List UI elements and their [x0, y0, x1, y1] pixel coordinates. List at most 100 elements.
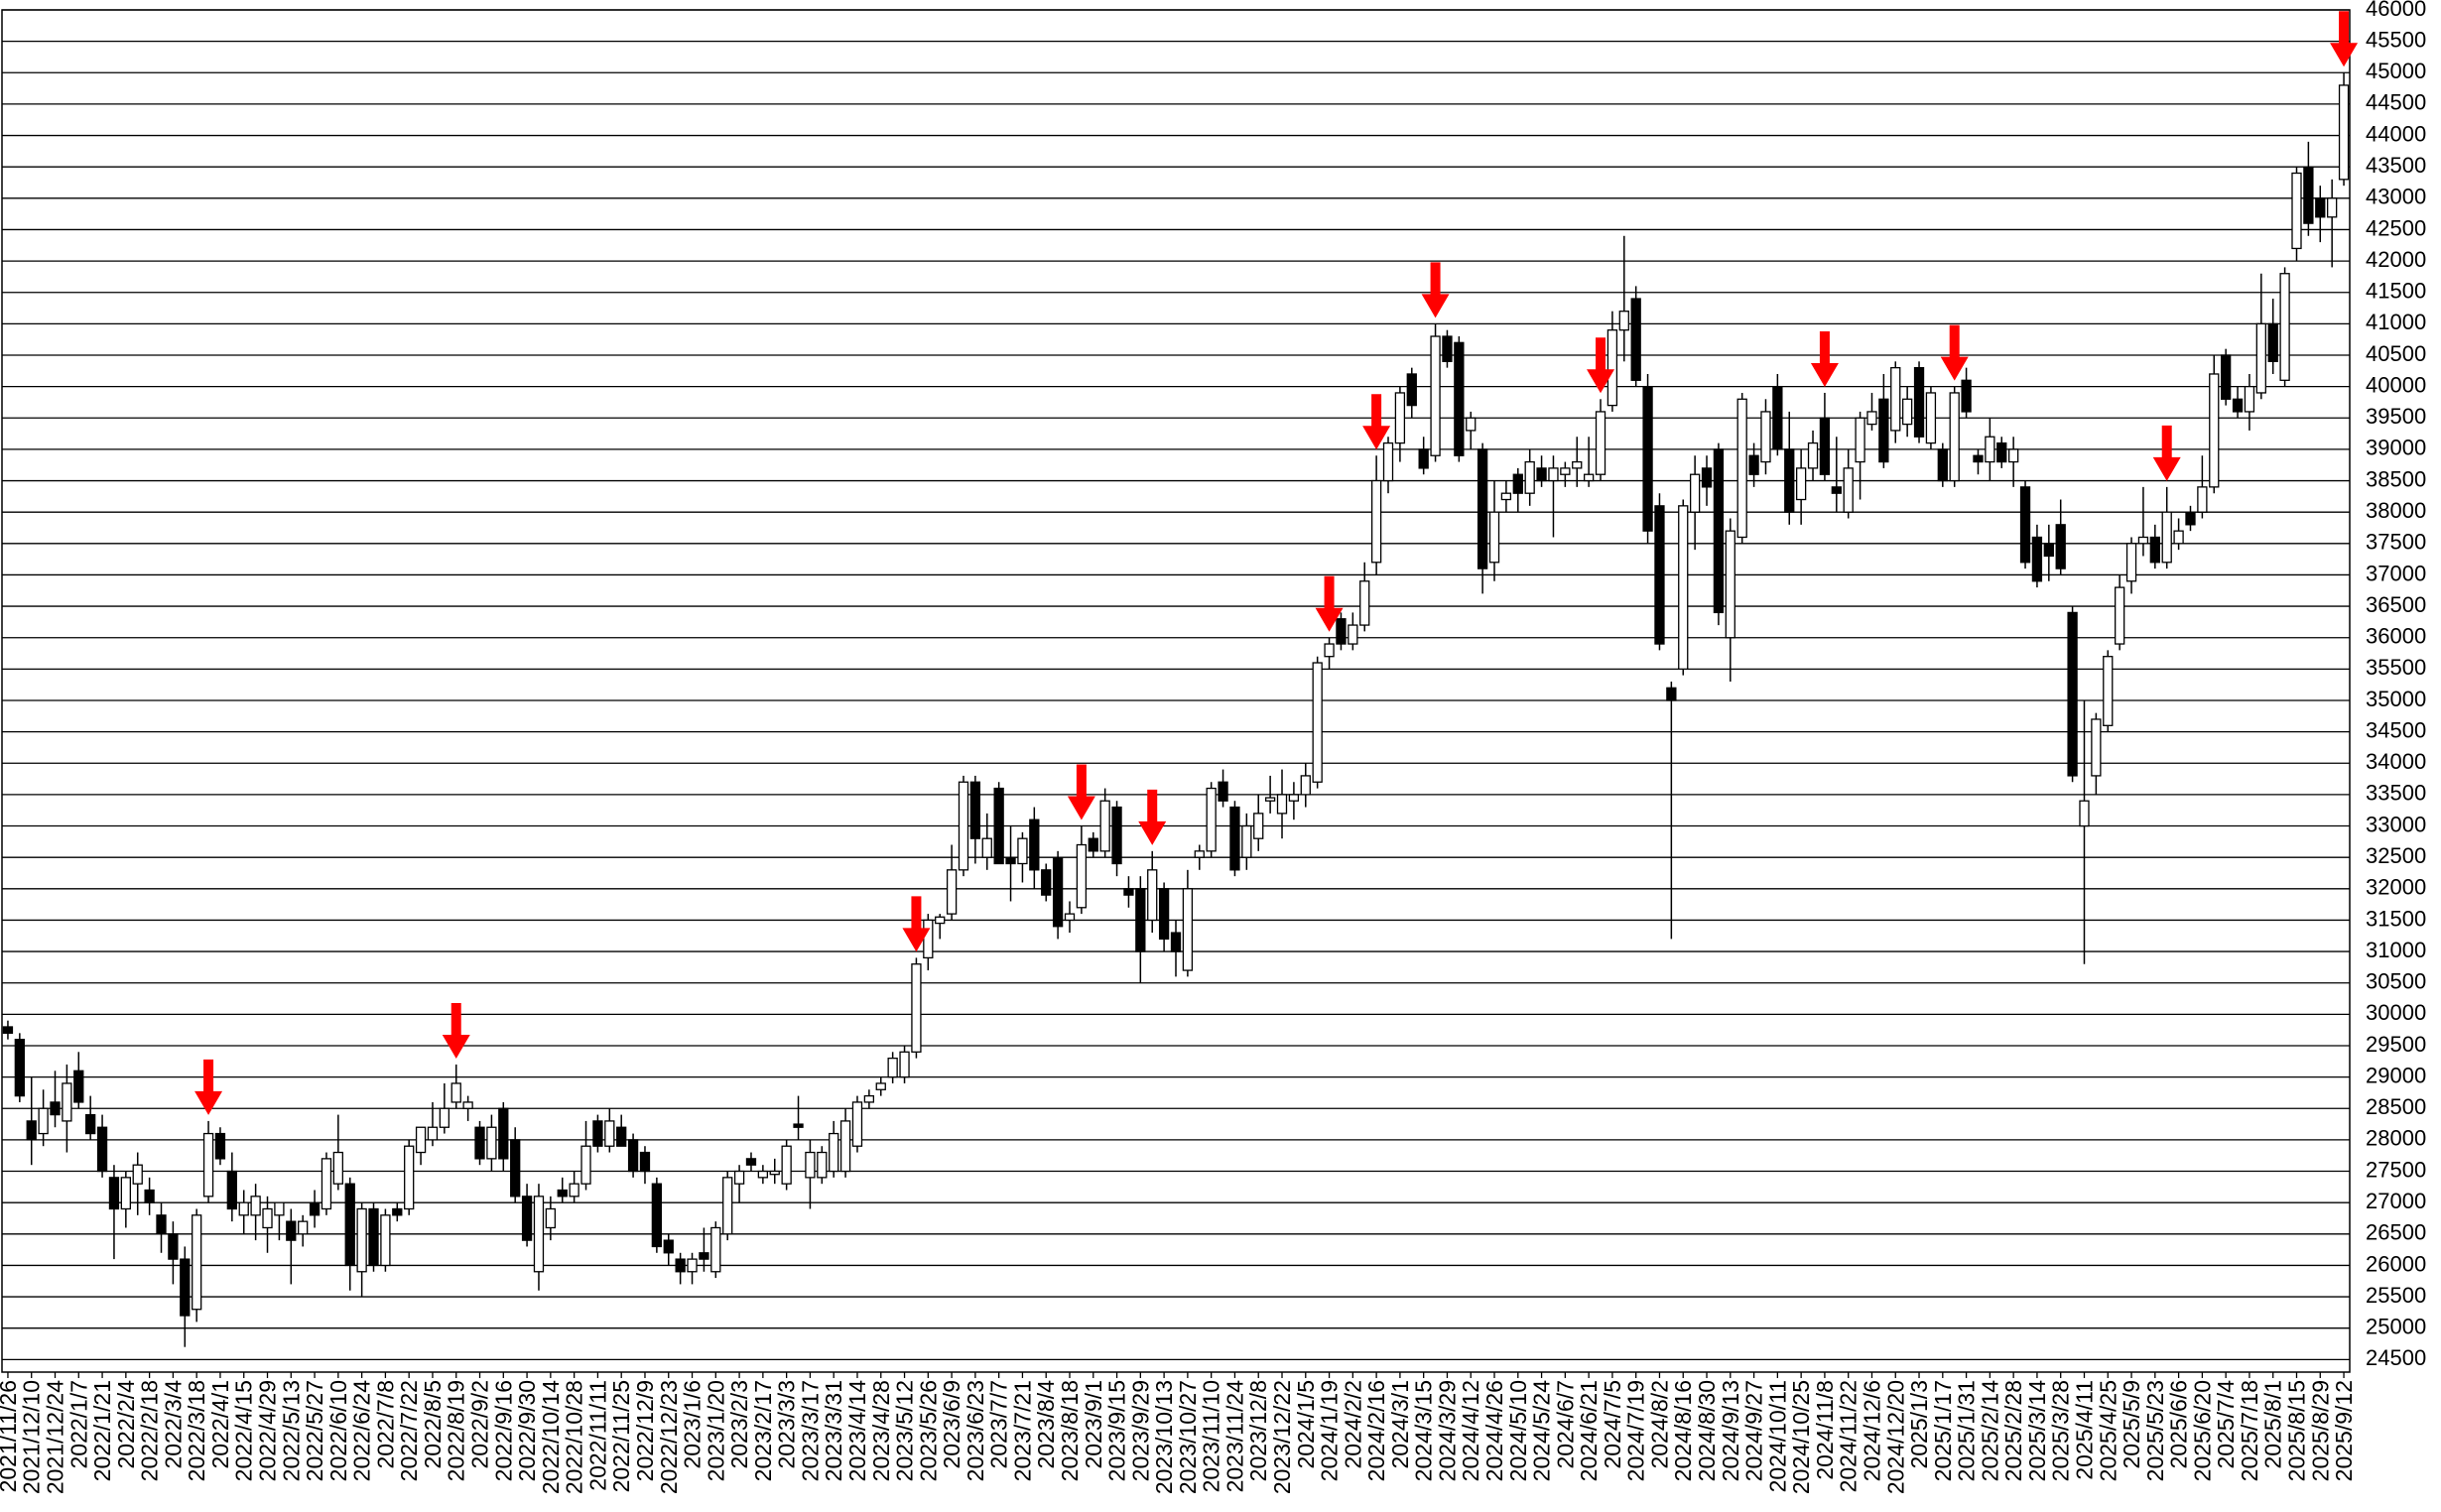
candle-body	[1630, 298, 1641, 381]
x-tick-label: 2022/4/29	[255, 1380, 281, 1481]
x-tick-label: 2022/4/15	[231, 1380, 257, 1481]
candle-body	[1336, 618, 1347, 645]
candle-body	[1418, 448, 1429, 469]
candle-body	[2043, 543, 2054, 558]
y-tick-label: 31000	[2366, 938, 2426, 962]
x-tick-label: 2022/7/22	[396, 1380, 422, 1481]
signal-arrow	[442, 1002, 470, 1059]
x-tick-label: 2024/12/20	[1882, 1380, 1908, 1494]
candle-body	[1831, 486, 1842, 494]
x-tick-label: 2024/6/7	[1552, 1380, 1578, 1469]
y-tick-label: 29500	[2366, 1032, 2426, 1057]
x-tick-label: 2023/3/3	[774, 1380, 800, 1469]
candle-body	[769, 1170, 780, 1176]
y-tick-label: 38500	[2366, 466, 2426, 491]
candle-body	[2327, 197, 2338, 218]
x-tick-label: 2025/4/11	[2071, 1380, 2097, 1480]
y-tick-label: 25500	[2366, 1283, 2426, 1308]
candle-body	[238, 1201, 249, 1216]
x-tick-label: 2025/5/23	[2142, 1380, 2168, 1481]
x-tick-label: 2024/1/19	[1317, 1380, 1343, 1481]
candle-body	[1642, 385, 1653, 532]
y-tick-label: 45500	[2366, 27, 2426, 52]
candle-body	[1158, 888, 1170, 941]
y-tick-label: 42500	[2366, 215, 2426, 240]
candle-body	[73, 1070, 84, 1103]
candle-body	[108, 1177, 120, 1210]
candle-body	[2125, 543, 2137, 582]
candle-body	[863, 1094, 875, 1103]
candle-body	[1300, 775, 1311, 796]
y-tick-label: 41500	[2366, 279, 2426, 304]
candle-body	[380, 1214, 391, 1267]
candle-body	[192, 1214, 202, 1311]
candle-body	[1229, 806, 1240, 871]
x-tick-label: 2025/8/1	[2260, 1380, 2286, 1469]
x-tick-label: 2023/5/26	[915, 1380, 941, 1481]
x-tick-label: 2022/8/5	[420, 1380, 446, 1469]
x-tick-label: 2022/9/16	[490, 1380, 516, 1481]
candle-body	[817, 1151, 828, 1179]
candle-body	[1784, 448, 1795, 513]
candle-body	[2255, 322, 2266, 394]
signal-arrow	[194, 1059, 223, 1115]
x-tick-label: 2023/4/28	[868, 1380, 894, 1481]
candle-body	[1678, 505, 1689, 671]
candle-body	[1925, 392, 1937, 444]
candle-body	[120, 1177, 131, 1210]
signal-arrow	[2330, 11, 2359, 67]
candle-body	[2197, 486, 2208, 513]
x-tick-label: 2025/2/14	[1977, 1380, 2002, 1482]
candle-body	[2267, 322, 2278, 362]
x-tick-label: 2024/5/24	[1529, 1380, 1555, 1482]
candle-body	[1524, 460, 1535, 494]
candle-body	[958, 781, 969, 871]
candle-body	[1052, 856, 1064, 928]
x-tick-label: 2023/2/17	[750, 1380, 776, 1481]
y-tick-label: 34500	[2366, 717, 2426, 742]
signal-arrow	[902, 896, 931, 952]
x-tick-label: 2024/9/27	[1741, 1380, 1767, 1481]
y-tick-label: 32500	[2366, 843, 2426, 868]
x-tick-label: 2025/9/12	[2331, 1380, 2357, 1481]
y-tick-label: 38000	[2366, 498, 2426, 523]
y-tick-label: 35000	[2366, 687, 2426, 711]
candle-body	[745, 1158, 757, 1166]
x-tick-label: 2023/9/1	[1081, 1380, 1106, 1469]
candle-body	[1430, 335, 1441, 456]
x-tick-label: 2023/1/20	[703, 1380, 728, 1481]
candle-body	[1583, 473, 1595, 482]
candle-body	[2091, 718, 2102, 777]
y-tick-label: 34000	[2366, 749, 2426, 774]
candle-body	[1725, 530, 1735, 639]
candle-body	[1029, 819, 1040, 871]
y-tick-label: 43500	[2366, 153, 2426, 178]
x-tick-label: 2023/2/3	[726, 1380, 752, 1469]
candle-body	[1572, 460, 1583, 469]
candle-body	[1937, 448, 1948, 482]
candle-body	[1076, 843, 1088, 909]
x-tick-label: 2025/4/25	[2095, 1380, 2120, 1481]
x-tick-label: 2023/4/14	[844, 1380, 870, 1482]
candle-body	[180, 1258, 191, 1317]
x-tick-label: 2024/2/2	[1340, 1380, 1365, 1469]
candle-body	[2279, 273, 2290, 381]
y-tick-label: 36000	[2366, 624, 2426, 649]
y-tick-label: 42000	[2366, 247, 2426, 272]
candle-body	[404, 1145, 415, 1210]
candle-body	[1288, 794, 1300, 802]
candle-body	[1606, 329, 1618, 407]
signal-arrow	[1810, 330, 1839, 387]
candle-body	[1772, 385, 1783, 450]
y-tick-label: 26500	[2366, 1220, 2426, 1245]
candle-body	[1099, 800, 1110, 852]
candle-body	[26, 1120, 37, 1141]
x-tick-label: 2022/9/30	[514, 1380, 540, 1481]
x-tick-label: 2023/7/21	[1009, 1380, 1035, 1481]
candle-body	[1713, 448, 1725, 614]
candle-body	[1901, 398, 1913, 426]
x-tick-label: 2025/1/3	[1906, 1380, 1932, 1469]
candle-body	[781, 1145, 792, 1185]
candles	[2, 72, 2350, 1347]
